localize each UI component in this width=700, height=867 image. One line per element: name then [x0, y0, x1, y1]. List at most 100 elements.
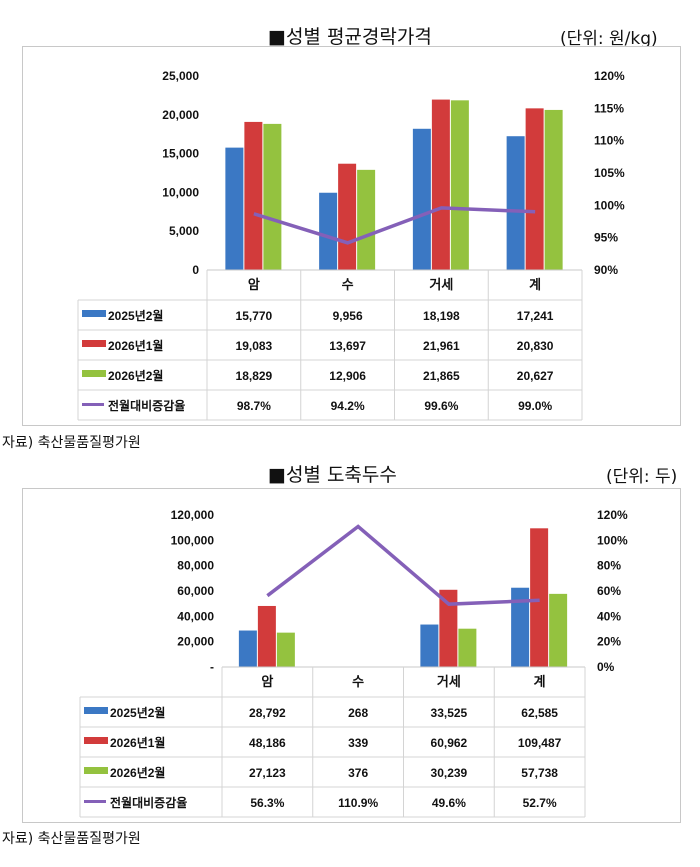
table-cell-value: 30,239: [431, 766, 468, 780]
chart-2-frame: [22, 488, 681, 823]
table-cell-value: 18,829: [236, 369, 273, 383]
y2-tick-label: 90%: [594, 263, 618, 277]
chart-1-unit: (단위: 원/kg): [560, 29, 658, 49]
y2-tick-label: 20%: [597, 635, 621, 649]
category-label: 계: [529, 277, 541, 292]
table-cell-value: 376: [348, 766, 368, 780]
bar-2: [244, 121, 263, 270]
legend-label: 전월대비증감율: [108, 398, 185, 413]
bar-1: [420, 624, 439, 667]
y-tick-label: 10,000: [162, 185, 199, 199]
bar-1: [238, 630, 257, 667]
table-cell-value: 17,241: [517, 309, 554, 323]
legend-swatch: [82, 370, 106, 377]
table-cell-value: 13,697: [329, 339, 366, 353]
change-rate-line: [266, 524, 540, 606]
legend-swatch: [82, 310, 106, 317]
chart-1-title: ■성별 평균경락가격: [268, 26, 432, 48]
table-cell-value: 110.9%: [338, 796, 378, 810]
y2-tick-label: 40%: [597, 609, 621, 623]
legend-label: 2026년2월: [108, 368, 163, 383]
y-tick-label: 60,000: [177, 584, 214, 598]
table-cell-value: 28,792: [249, 706, 286, 720]
legend-label: 2025년2월: [110, 705, 165, 720]
bar-2: [257, 605, 276, 667]
bar-3: [263, 123, 282, 270]
bar-1: [319, 192, 338, 270]
chart-2-title: ■성별 도축두수: [268, 464, 397, 486]
category-label: 거세: [437, 674, 461, 689]
category-label: 거세: [429, 277, 453, 292]
table-cell-value: 19,083: [236, 339, 273, 353]
y-tick-label: 80,000: [177, 559, 214, 573]
bar-2: [530, 528, 549, 667]
table-cell-value: 52.7%: [523, 796, 557, 810]
table-cell-value: 48,186: [249, 736, 286, 750]
table-cell-value: 20,830: [517, 339, 554, 353]
bar-3: [458, 628, 477, 667]
table-cell-value: 98.7%: [237, 399, 271, 413]
y-tick-label: 20,000: [177, 635, 214, 649]
y2-tick-label: 100%: [594, 198, 625, 212]
y2-tick-label: 115%: [594, 101, 624, 115]
category-label: 계: [534, 674, 546, 689]
table-cell-value: 99.0%: [518, 399, 552, 413]
table-cell-value: 109,487: [518, 736, 562, 750]
y-tick-label: 120,000: [171, 508, 215, 522]
legend-line-swatch: [82, 403, 104, 406]
bar-2: [338, 163, 357, 270]
bar-2: [525, 108, 544, 271]
y-tick-label: 100,000: [171, 533, 215, 547]
y2-tick-label: 100%: [597, 533, 628, 547]
table-cell-value: 27,123: [249, 766, 286, 780]
y-tick-label: 15,000: [162, 147, 199, 161]
legend-swatch: [84, 707, 108, 714]
table-cell-value: 15,770: [236, 309, 273, 323]
y-tick-label: 25,000: [162, 69, 199, 83]
bar-1: [225, 147, 244, 270]
table-cell-value: 57,738: [521, 766, 558, 780]
y2-tick-label: 120%: [597, 508, 628, 522]
table-cell-value: 60,962: [431, 736, 468, 750]
bar-3: [544, 109, 563, 270]
table-cell-value: 339: [348, 736, 368, 750]
legend-swatch: [82, 340, 106, 347]
table-cell-value: 21,961: [423, 339, 460, 353]
table-cell-value: 49.6%: [432, 796, 466, 810]
bar-3: [549, 593, 568, 667]
y2-tick-label: 80%: [597, 559, 621, 573]
legend-label: 2026년2월: [110, 765, 165, 780]
y-tick-label: 40,000: [177, 609, 214, 623]
chart-1-source: 자료) 축산물품질평가원: [2, 435, 141, 451]
bar-3: [357, 169, 376, 270]
legend-swatch: [84, 737, 108, 744]
table-cell-value: 20,627: [517, 369, 554, 383]
bar-2: [439, 589, 458, 667]
y2-tick-label: 120%: [594, 69, 625, 83]
legend-line-swatch: [84, 800, 106, 803]
y2-tick-label: 95%: [594, 231, 618, 245]
legend-label: 전월대비증감율: [110, 795, 187, 810]
bar-3: [276, 632, 295, 667]
legend-swatch: [84, 767, 108, 774]
y2-tick-label: 0%: [597, 660, 615, 674]
table-cell-value: 18,198: [423, 309, 460, 323]
category-label: 수: [352, 674, 364, 689]
change-rate-line: [253, 206, 536, 245]
category-label: 암: [261, 674, 273, 689]
table-cell-value: 56.3%: [250, 796, 284, 810]
table-cell-value: 268: [348, 706, 368, 720]
table-cell-value: 21,865: [423, 369, 460, 383]
bar-2: [431, 99, 450, 270]
table-cell-value: 9,956: [333, 309, 363, 323]
legend-label: 2026년1월: [110, 735, 165, 750]
y2-tick-label: 105%: [594, 166, 625, 180]
bar-1: [412, 128, 431, 270]
bar-1: [506, 136, 525, 270]
y-tick-label: -: [210, 660, 214, 674]
table-cell-value: 12,906: [329, 369, 366, 383]
table-cell-value: 62,585: [521, 706, 558, 720]
table-cell-value: 33,525: [431, 706, 468, 720]
